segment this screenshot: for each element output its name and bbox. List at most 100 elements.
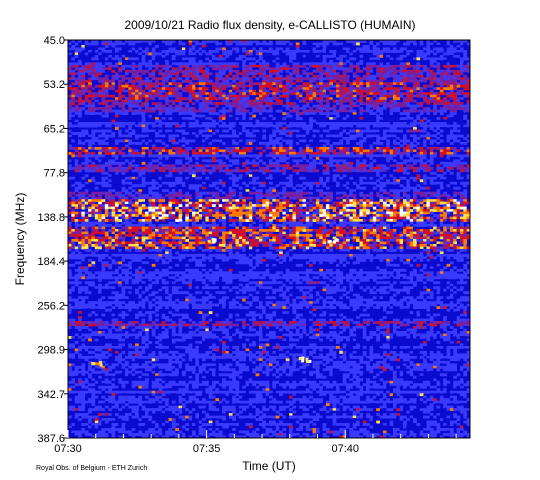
spectrogram-cell — [101, 134, 106, 138]
spectrogram-cell — [379, 132, 384, 135]
spectrogram-cell — [409, 99, 414, 103]
spectrogram-cell — [416, 62, 421, 66]
spectrogram-cell — [382, 87, 387, 91]
spectrogram-cell — [128, 164, 133, 168]
spectrogram-cell — [372, 144, 377, 148]
spectrogram-cell — [84, 67, 89, 71]
spectrogram-cell — [349, 122, 354, 125]
spectrogram-cell — [275, 164, 280, 168]
spectrogram-cell — [279, 74, 283, 78]
spectrogram-cell — [238, 181, 243, 185]
spectrogram-cell — [449, 154, 454, 158]
spectrogram-cell — [71, 57, 76, 61]
spectrogram-cell — [282, 154, 287, 158]
spectrogram-cell — [161, 67, 166, 71]
spectrogram-cell — [406, 171, 411, 175]
spectrogram-cell — [161, 169, 166, 173]
spectrogram-cell — [245, 67, 250, 71]
spectrogram-cell — [111, 87, 116, 91]
spectrogram-cell — [379, 107, 384, 111]
spectrogram-cell — [131, 74, 136, 78]
spectrogram-cell — [292, 57, 297, 61]
spectrogram-cell — [379, 181, 384, 185]
spectrogram-cell — [232, 92, 236, 96]
spectrogram-cell — [141, 127, 146, 130]
spectrogram-cell — [396, 146, 401, 150]
spectrogram-cell — [98, 97, 102, 101]
spectrogram-cell — [443, 117, 447, 120]
spectrogram-cell — [322, 164, 327, 168]
spectrogram-cell — [409, 169, 414, 173]
spectrogram-cell — [282, 166, 287, 170]
spectrogram-cell — [68, 77, 72, 81]
spectrogram-cell — [208, 141, 213, 145]
spectrogram-cell — [191, 84, 196, 88]
spectrogram-cell — [232, 176, 236, 180]
spectrogram-cell — [71, 129, 76, 133]
spectrogram-cell — [191, 114, 196, 118]
spectrogram-cell — [459, 77, 464, 81]
spectrogram-cell — [406, 57, 411, 61]
spectrogram-cell — [299, 164, 303, 168]
spectrogram-cell — [406, 117, 411, 120]
spectrogram-cell — [265, 79, 270, 83]
spectrogram-cell — [423, 166, 427, 170]
spectrogram-cell — [302, 134, 307, 138]
spectrogram-cell — [436, 57, 441, 61]
spectrogram-cell — [78, 44, 82, 48]
spectrogram-cell — [131, 64, 136, 68]
spectrogram-cell — [191, 122, 196, 125]
spectrogram-cell — [121, 181, 126, 185]
spectrogram-cell — [376, 54, 380, 58]
spectrogram-cell — [429, 69, 434, 73]
spectrogram-cell — [382, 171, 387, 175]
spectrogram-cell — [188, 99, 193, 103]
spectrogram-cell — [329, 132, 334, 135]
spectrogram-cell — [285, 74, 290, 78]
spectrogram-cell — [195, 94, 200, 98]
spectrogram-cell — [135, 87, 139, 91]
spectrogram-cell — [352, 92, 357, 96]
spectrogram-cell — [456, 49, 461, 53]
spectrogram-cell — [74, 102, 79, 106]
spectrogram-cell — [135, 102, 139, 106]
spectrogram-cell — [118, 82, 122, 86]
spectrogram-cell — [289, 82, 293, 86]
spectrogram-cell — [265, 141, 270, 145]
spectrogram-cell — [275, 62, 280, 66]
spectrogram-cell — [319, 74, 323, 78]
spectrogram-cell — [336, 149, 340, 153]
spectrogram-cell — [392, 179, 397, 183]
spectrogram-cell — [285, 99, 290, 103]
spectrogram-cell — [118, 124, 122, 128]
spectrogram-cell — [258, 124, 263, 128]
spectrogram-cell — [138, 119, 143, 123]
spectrogram-cell — [382, 122, 387, 125]
spectrogram-cell — [329, 156, 334, 160]
spectrogram-cell — [292, 49, 297, 53]
spectrogram-cell — [285, 97, 290, 101]
spectrogram-cell — [148, 89, 153, 93]
spectrogram-cell — [168, 97, 173, 101]
spectrogram-cell — [406, 156, 411, 160]
spectrogram-cell — [356, 122, 360, 125]
spectrogram-cell — [202, 159, 206, 163]
spectrogram-cell — [369, 97, 374, 101]
spectrogram-cell — [94, 107, 99, 111]
spectrogram-cell — [218, 64, 223, 68]
spectrogram-cell — [185, 149, 189, 153]
spectrogram-cell — [181, 47, 186, 51]
spectrogram-cell — [222, 109, 226, 113]
spectrogram-cell — [396, 57, 401, 61]
spectrogram-cell — [356, 40, 360, 43]
spectrogram-cell — [84, 62, 89, 66]
spectrogram-cell — [359, 54, 364, 58]
spectrogram-cell — [128, 92, 133, 96]
spectrogram-cell — [336, 99, 340, 103]
spectrogram-cell — [185, 74, 189, 78]
spectrogram-cell — [222, 97, 226, 101]
spectrogram-cell — [114, 181, 119, 185]
spectrogram-cell — [255, 122, 260, 125]
spectrogram-cell — [222, 154, 226, 158]
spectrogram-cell — [312, 77, 317, 81]
